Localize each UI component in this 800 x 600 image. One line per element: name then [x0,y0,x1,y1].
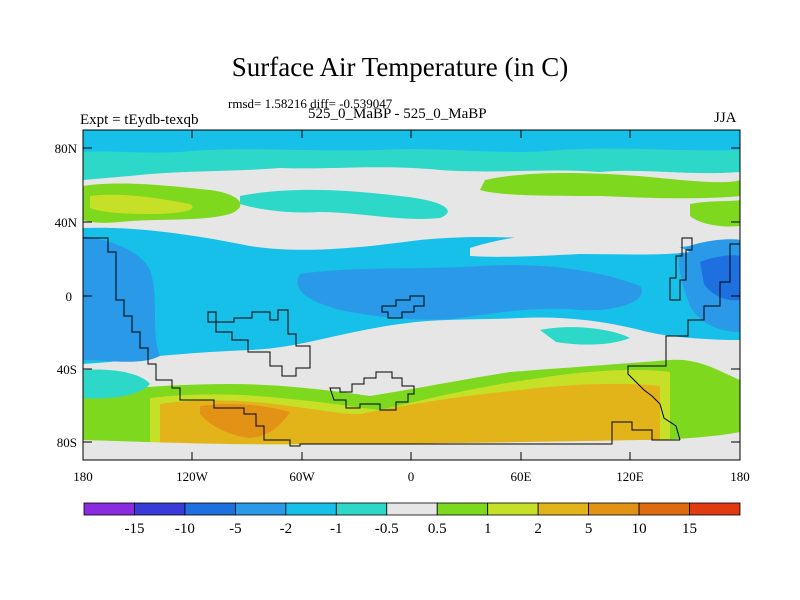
x-tick-60e: 60E [511,469,532,484]
colorbar-label-5: -0.5 [375,521,399,537]
colorbar-box-8 [487,502,539,516]
field-region-grey-ne-tongue [470,232,690,257]
colorbar-box-1 [134,502,186,516]
temperature-field [83,130,740,460]
colorbar-label-0: -15 [124,521,144,537]
y-tick-80s: 80S [57,435,77,450]
colorbar-label-10: 10 [632,521,647,537]
field-region-north-cyan-2 [83,130,740,153]
coastline-central-island [381,295,425,319]
colorbar-box-5 [335,502,388,516]
colorbar-label-1: -10 [175,521,195,537]
field-region-cyan-mid-n [240,189,448,219]
field-region-cyan-swirl [540,327,630,345]
field-region-south-orange [200,404,290,438]
colorbar-box-7 [436,502,489,516]
colorbar-box-10 [588,502,640,516]
y-tick-40n: 40N [55,215,78,230]
colorbar-box-3 [234,502,287,516]
field-region-cyan-sw [83,369,150,399]
experiment-label: Expt = tEydb-texqb [80,112,199,128]
x-tick-0: 0 [408,469,415,484]
field-region-south-gold [160,383,660,444]
colorbar-label-8: 2 [534,521,542,537]
colorbar-label-7: 1 [484,521,492,537]
x-tick-120e: 120E [616,469,644,484]
colorbar-box-9 [537,502,590,516]
field-region-green-ne [480,173,740,199]
colorbar-label-3: -2 [280,521,293,537]
coastline-south-islands [329,371,415,411]
colorbar-labels: -15 -10 -5 -2 -1 -0.5 0.5 1 2 5 10 15 [124,521,697,537]
axis-ticks [83,130,740,460]
coastlines [83,237,740,447]
coastline-east-peninsula [669,237,693,301]
y-tick-40s: 40S [57,362,77,377]
field-region-yellow-nw [90,194,193,214]
colorbar-label-2: -5 [229,521,242,537]
x-tick-180e: 180 [730,469,750,484]
colorbar-box-4 [285,502,337,516]
field-region-grey-south-edge [83,432,740,460]
colorbar-label-11: 15 [682,521,697,537]
colorbar-box-2 [184,502,236,516]
stats-text: rmsd= 1.58216 diff= -0.539047 [228,96,393,111]
field-region-green-ne2 [690,200,740,227]
colorbar [83,502,741,516]
period-label: 525_0_MaBP - 525_0_MaBP [308,106,487,122]
colorbar-box-0 [83,502,135,516]
y-tick-80n: 80N [55,141,78,156]
colorbar-box-11 [638,502,690,516]
x-tick-60w: 60W [289,469,315,484]
x-tick-120w: 120W [176,469,209,484]
coastline-west-continent [83,237,680,447]
colorbar-label-9: 5 [585,521,593,537]
chart-title: Surface Air Temperature (in C) [231,52,569,82]
colorbar-label-4: -1 [330,521,343,537]
season-label: JJA [714,110,737,126]
x-tick-180w: 180 [73,469,93,484]
coastline-east-continent [627,243,740,441]
y-tick-0: 0 [66,289,73,304]
coastline-central-continent [207,309,311,377]
colorbar-box-6 [386,502,438,516]
colorbar-box-12 [689,502,741,516]
colorbar-label-6: 0.5 [428,521,447,537]
field-region-tropics-blue-w [83,236,160,362]
